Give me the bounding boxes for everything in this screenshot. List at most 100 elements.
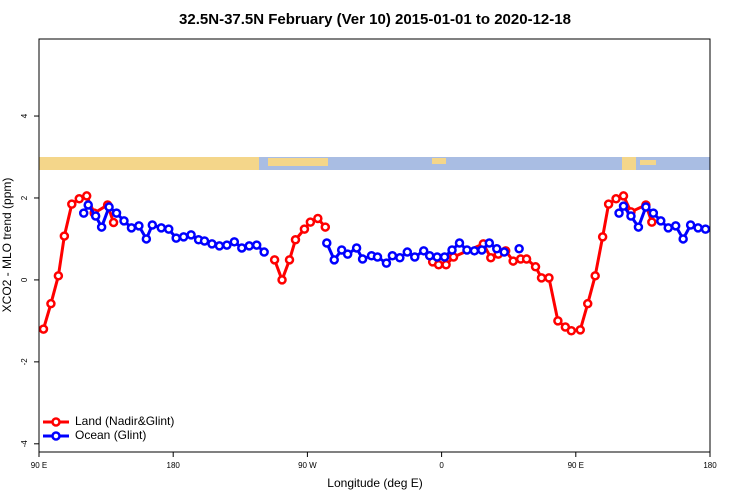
data-point [320,222,331,232]
data-point [641,202,651,212]
y-tick-label: 2 [20,195,29,200]
data-point [685,220,696,230]
data-point [663,223,673,233]
data-point [237,243,247,253]
x-tick-label: 180 [167,461,181,470]
data-point [199,236,210,246]
data-point [251,240,262,250]
data-point [134,221,144,231]
data-point [469,246,480,256]
data-point [462,245,472,255]
data-point [104,202,114,212]
data-point [186,230,196,240]
data-point [492,244,502,254]
data-point [647,217,657,227]
legend-label: Ocean (Glint) [75,428,146,442]
y-tick-label: -4 [20,440,29,448]
data-point [81,191,92,201]
data-point [381,258,392,268]
data-point [439,252,450,262]
data-point [171,233,181,243]
y-tick-label: 0 [20,277,29,282]
data-point [486,253,496,263]
data-point [656,216,666,226]
data-point [290,235,301,245]
data-point [508,256,518,266]
data-point [477,245,487,255]
data-point [678,234,688,244]
data-point [322,238,332,248]
data-point [313,213,323,224]
data-point [410,252,420,262]
data-point [618,191,629,201]
data-point [229,237,240,247]
data-point [614,208,624,218]
data-point [214,241,225,251]
data-point [178,232,189,242]
data-point [530,262,541,272]
legend-marker [51,417,61,427]
data-point [402,247,413,257]
data-point [277,275,287,285]
legend-label: Land (Nadir&Glint) [75,414,174,428]
data-point [372,252,383,262]
data-point [597,232,608,242]
x-tick-label: 90 W [298,461,317,470]
data-point [59,231,70,241]
data-point [387,250,398,261]
data-point [222,240,232,250]
data-point [207,239,217,249]
data-point [119,216,129,226]
plot-area [38,191,711,336]
data-point [447,245,457,255]
x-tick-label: 0 [439,461,444,470]
x-axis-label: Longitude (deg E) [327,476,422,490]
data-point [670,221,681,231]
data-point [38,324,49,334]
data-point [342,249,353,259]
data-point [141,234,152,244]
data-point [269,255,280,265]
data-point [357,254,368,264]
data-point [441,260,451,270]
data-point [126,223,137,233]
data-point [553,316,563,326]
y-tick-label: -2 [20,358,29,366]
data-point [156,223,167,233]
data-point [514,244,524,254]
y-tick-label: 4 [20,113,29,118]
data-point [590,271,600,281]
data-point [544,273,554,283]
data-point [147,220,158,230]
data-point [499,247,509,257]
data-point [163,224,174,234]
data-point [521,254,532,264]
data-point [305,217,316,227]
land-mask-strip [39,157,710,170]
data-point [611,194,621,204]
data-point [433,260,444,270]
legend-marker [51,431,61,441]
data-point [432,252,442,262]
plot-frame [38,38,711,453]
data-point [259,247,269,257]
data-point [336,245,347,255]
data-point [284,255,295,265]
data-point [108,217,119,228]
data-point [454,238,465,248]
data-point [633,222,644,232]
data-point [626,211,636,221]
data-point [603,199,614,209]
y-axis-label: XCO2 - MLO trend (ppm) [0,178,14,313]
x-tick-label: 180 [703,461,717,470]
data-point [46,298,56,309]
data-point [700,224,711,234]
data-point [329,255,339,265]
data-point [53,271,64,281]
data-point [566,325,577,336]
data-point [83,200,93,210]
x-tick-label: 90 E [31,461,47,470]
data-point [299,224,310,234]
